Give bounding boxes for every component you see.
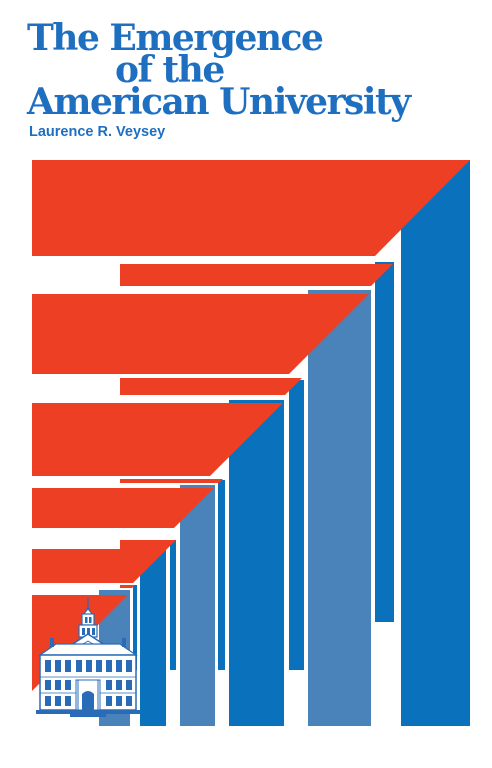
title-line-2: of the xyxy=(115,49,225,91)
red-bar-1 xyxy=(32,160,470,256)
red-bar-4 xyxy=(120,378,302,395)
blue-bar-5 xyxy=(229,400,284,726)
blue-bar-1 xyxy=(401,160,470,726)
blue-bar-6 xyxy=(218,480,225,670)
red-bar-6 xyxy=(120,479,223,483)
blue-bar-2 xyxy=(375,262,394,622)
blue-bar-4 xyxy=(289,380,304,670)
blue-bar-10 xyxy=(133,585,137,670)
title-line-3: American University xyxy=(27,81,411,123)
title-line-1: The Emergence xyxy=(27,17,324,59)
blue-bar-8 xyxy=(170,540,176,670)
steel-bar-7 xyxy=(180,485,215,726)
red-bar-8 xyxy=(120,540,176,549)
author-name: Laurence R. Veysey xyxy=(29,124,166,140)
colonial-hall-building-icon xyxy=(36,598,140,717)
red-bar-2 xyxy=(120,264,393,286)
red-bar-7 xyxy=(32,488,214,528)
red-bar-10 xyxy=(120,585,135,588)
steel-bar-3 xyxy=(308,290,371,726)
red-bar-9 xyxy=(32,549,167,583)
red-bar-3 xyxy=(32,294,369,374)
red-bar-5 xyxy=(32,403,283,476)
blue-bar-9 xyxy=(140,545,166,726)
